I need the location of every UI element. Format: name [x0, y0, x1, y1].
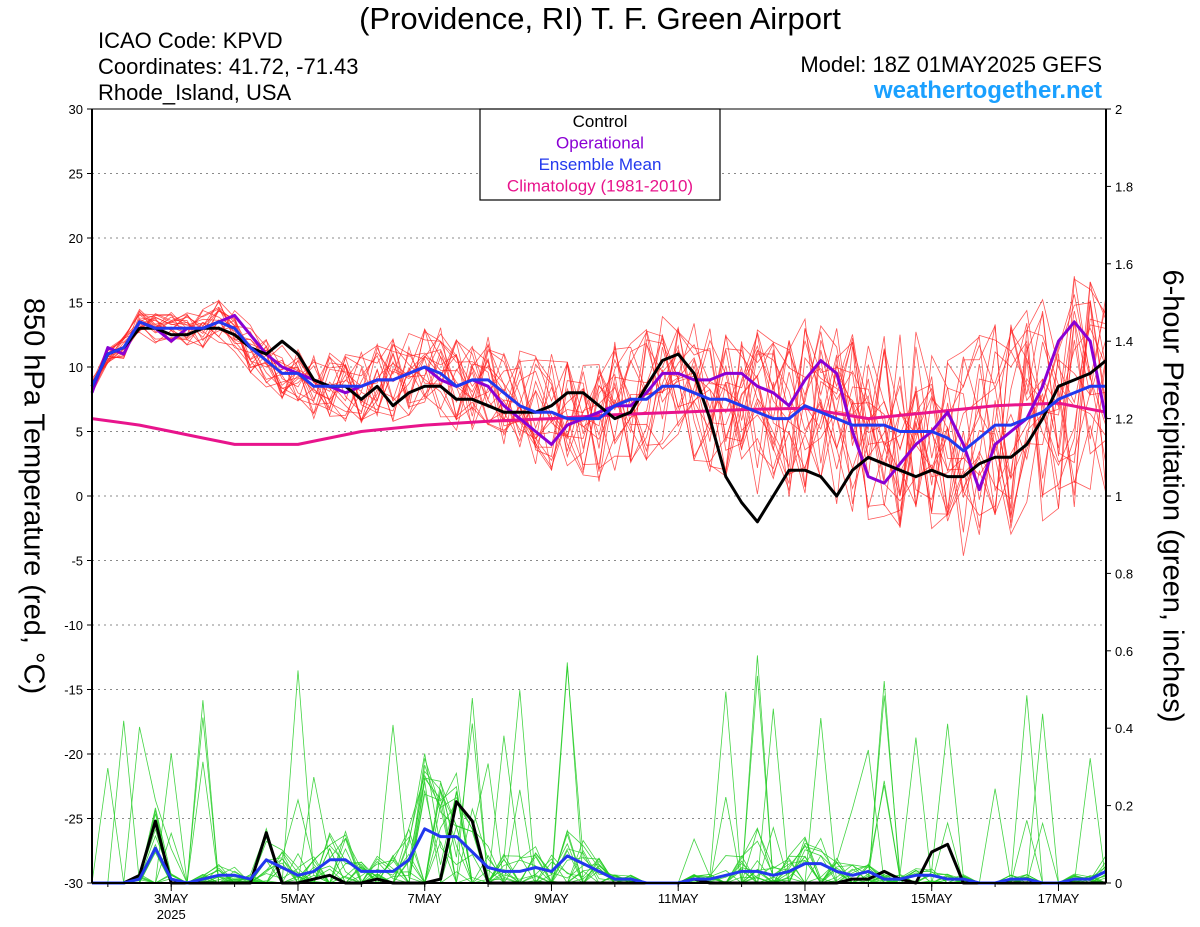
precip-member-line — [92, 670, 1107, 884]
coordinates: Coordinates: 41.72, -71.43 — [98, 54, 359, 79]
model-run: Model: 18Z 01MAY2025 GEFS — [800, 52, 1102, 77]
y-axis-label-temperature: 850 hPa Temperature (red, °C) — [17, 297, 50, 695]
legend-item: Control — [573, 112, 628, 131]
x-tick-label: 11MAY — [658, 891, 699, 906]
y-tick-label: 15 — [69, 296, 83, 311]
precip-member-line — [92, 666, 1107, 885]
y2-tick-label: 0.2 — [1115, 799, 1133, 814]
series-lines — [90, 313, 1108, 885]
temperature-member-line — [91, 307, 1107, 507]
axes: 302520151050-5-10-15-20-25-3021.81.61.41… — [64, 102, 1133, 922]
x-tick-label: 5MAY — [281, 891, 316, 906]
y2-tick-label: 2 — [1115, 102, 1122, 117]
precip-member-line — [92, 662, 1107, 884]
y2-tick-label: 0.8 — [1115, 566, 1133, 581]
ensemble-member-lines — [91, 276, 1107, 885]
y2-tick-label: 0 — [1115, 876, 1122, 891]
y-tick-label: 10 — [69, 360, 83, 375]
temperature-member-line — [91, 278, 1107, 509]
legend-item: Operational — [556, 134, 644, 153]
legend: Control Operational Ensemble Mean Climatolo… — [479, 108, 721, 201]
y2-tick-label: 1.6 — [1115, 257, 1133, 272]
legend-item: Ensemble Mean — [539, 155, 662, 174]
temperature-ensemble-mean-line — [90, 320, 1106, 453]
x-tick-label: 13MAY — [784, 891, 826, 906]
y-tick-label: 30 — [69, 102, 83, 117]
precip-member-line — [92, 655, 1107, 885]
y2-tick-label: 1.4 — [1115, 334, 1133, 349]
precip-member-line — [92, 675, 1107, 884]
y2-tick-label: 1.2 — [1115, 412, 1133, 427]
y-tick-label: -20 — [64, 747, 83, 762]
precip-member-line — [92, 695, 1107, 885]
y2-tick-label: 0.4 — [1115, 721, 1133, 736]
region: Rhode_Island, USA — [98, 80, 292, 105]
gridlines — [92, 173, 1106, 819]
x-tick-label: 7MAY — [408, 891, 443, 906]
temperature-member-line — [91, 296, 1107, 529]
y-tick-label: 20 — [69, 231, 83, 246]
y-tick-label: 25 — [69, 167, 83, 182]
temperature-member-line — [91, 317, 1107, 515]
y-tick-label: -10 — [64, 618, 83, 633]
x-tick-label: 17MAY — [1038, 891, 1080, 906]
precip-member-line — [92, 700, 1107, 884]
x-tick-label: 15MAY — [911, 891, 953, 906]
site-link[interactable]: weathertogether.net — [873, 77, 1102, 104]
x-tick-label: 3MAY — [154, 891, 189, 906]
x-tick-year-label: 2025 — [157, 907, 186, 922]
temperature-control-line — [90, 326, 1107, 524]
legend-box — [479, 108, 721, 201]
y-tick-label: 0 — [76, 489, 83, 504]
temperature-member-line — [91, 281, 1107, 522]
icao-code: ICAO Code: KPVD — [98, 28, 283, 53]
y2-tick-label: 0.6 — [1115, 644, 1133, 659]
temperature-member-line — [91, 309, 1107, 493]
y-tick-label: -15 — [64, 683, 83, 698]
y-tick-label: -5 — [71, 554, 83, 569]
precip-member-line — [92, 695, 1107, 885]
temperature-member-line — [91, 298, 1107, 535]
x-tick-label: 9MAY — [534, 891, 569, 906]
y-tick-label: -25 — [64, 812, 83, 827]
y2-tick-label: 1 — [1115, 489, 1122, 504]
y-tick-label: -30 — [64, 876, 83, 891]
chart-title: (Providence, RI) T. F. Green Airport — [359, 1, 841, 36]
precip-ensemble-mean-line — [92, 827, 1107, 885]
y-axis-label-precipitation: 6-hour Precipitation (green, inches) — [1156, 269, 1189, 723]
precip-member-line — [92, 777, 1107, 884]
y2-tick-label: 1.8 — [1115, 179, 1133, 194]
y-tick-label: 5 — [76, 425, 83, 440]
temperature-operational-line — [90, 313, 1108, 492]
legend-item: Climatology (1981-2010) — [507, 177, 693, 196]
